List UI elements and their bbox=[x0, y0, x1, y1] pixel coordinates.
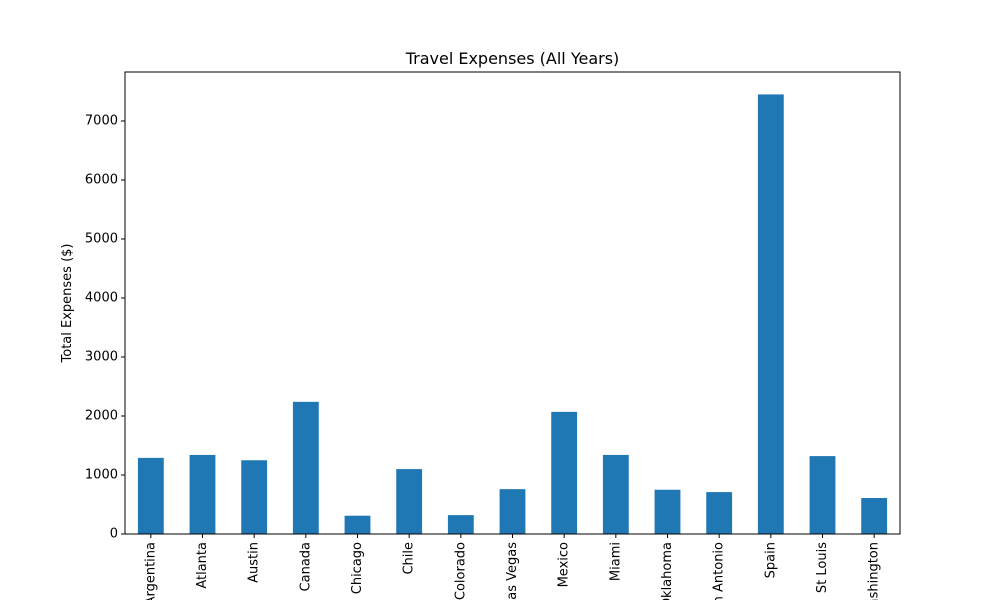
y-tick-label: 0 bbox=[110, 527, 118, 542]
x-tick-label: Atlanta bbox=[195, 542, 210, 589]
bar-canada bbox=[292, 401, 319, 534]
x-tick-label: Austin bbox=[247, 542, 262, 583]
bar-atlanta bbox=[189, 454, 216, 534]
x-tick-label: Washington bbox=[867, 542, 882, 600]
bar-chile bbox=[396, 469, 423, 534]
bar-washington bbox=[861, 498, 888, 534]
x-tick-label: Chicago bbox=[350, 542, 365, 594]
y-tick-label: 7000 bbox=[85, 113, 118, 128]
bar-austin bbox=[241, 460, 268, 534]
x-tick-label: Argentina bbox=[143, 542, 158, 600]
plot-frame bbox=[124, 71, 901, 535]
x-tick-label: Las Vegas bbox=[505, 542, 520, 600]
y-axis-label: Total Expenses ($) bbox=[60, 244, 75, 364]
bars-group bbox=[137, 94, 888, 535]
y-tick-label: 1000 bbox=[85, 467, 118, 482]
bar-argentina bbox=[137, 457, 164, 534]
x-tick-label: Oklahoma bbox=[660, 542, 675, 600]
bar-mexico bbox=[551, 411, 578, 534]
y-tick-label: 3000 bbox=[85, 349, 118, 364]
y-tick-label: 6000 bbox=[85, 172, 118, 187]
x-tick-label: Colorado bbox=[453, 542, 468, 600]
x-tick-label: St Louis bbox=[815, 542, 830, 593]
x-tick-label: Canada bbox=[298, 542, 313, 591]
x-tick-label: Chile bbox=[402, 542, 417, 575]
bar-st-louis bbox=[809, 456, 836, 534]
y-tick-label: 5000 bbox=[85, 231, 118, 246]
y-tick-label: 2000 bbox=[85, 408, 118, 423]
y-tick-label: 4000 bbox=[85, 290, 118, 305]
chart-title: Travel Expenses (All Years) bbox=[405, 49, 620, 68]
bar-san-antonio bbox=[706, 492, 733, 534]
bar-oklahoma bbox=[654, 489, 681, 534]
x-tick-label: Miami bbox=[608, 542, 623, 581]
bar-chicago bbox=[344, 515, 371, 534]
y-axis-ticks: 0 1000 2000 3000 4000 5000 6000 7000 bbox=[85, 113, 125, 542]
x-tick-label: Mexico bbox=[557, 542, 572, 587]
bar-las-vegas bbox=[499, 489, 526, 534]
x-axis-ticks: Argentina Atlanta Austin Canada Chicago Chile… bbox=[143, 534, 882, 600]
bar-miami bbox=[602, 454, 629, 534]
bar-colorado bbox=[447, 515, 474, 534]
x-tick-label: Spain bbox=[763, 542, 778, 578]
x-tick-label: San Antonio bbox=[712, 542, 727, 600]
bar-spain bbox=[757, 94, 784, 535]
